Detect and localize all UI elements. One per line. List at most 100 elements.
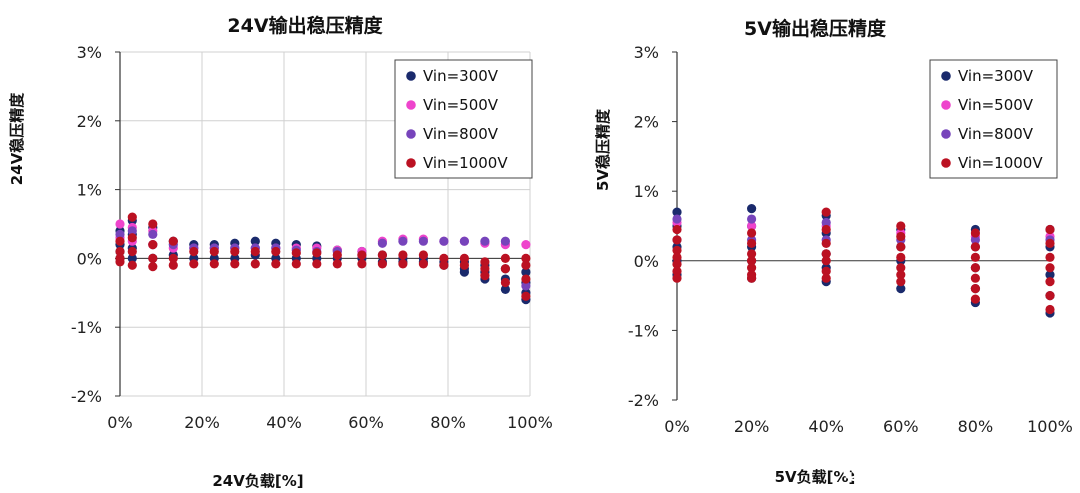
data-point (127, 260, 137, 270)
data-point (312, 259, 322, 269)
data-point (148, 240, 158, 250)
data-point (896, 284, 906, 294)
y-tick-label: -1% (628, 321, 659, 340)
data-point (1045, 291, 1055, 301)
data-point (418, 259, 428, 269)
data-point (418, 250, 428, 260)
data-point (970, 235, 981, 245)
data-point (970, 242, 981, 252)
data-point (896, 231, 906, 242)
data-point (398, 250, 408, 260)
y-tick-label: -2% (71, 387, 102, 406)
data-point (332, 259, 342, 269)
data-point (480, 257, 490, 267)
y-tick-label: 3% (634, 43, 659, 62)
data-point (127, 253, 137, 263)
legend-label: Vin=800V (423, 125, 499, 143)
data-point (1045, 238, 1055, 248)
legend-label: Vin=500V (958, 96, 1034, 114)
data-point (332, 250, 342, 260)
data-point (398, 259, 408, 269)
legend-marker (406, 129, 416, 139)
data-point (521, 253, 531, 263)
legend-marker (941, 129, 951, 139)
x-tick-label: 100% (507, 413, 553, 432)
data-point (377, 238, 387, 248)
data-point (189, 246, 199, 257)
y-tick-label: 1% (634, 182, 659, 201)
data-point (747, 249, 757, 259)
legend-marker (941, 71, 951, 81)
data-point (209, 259, 219, 269)
y-tick-label: 3% (77, 43, 102, 62)
data-point (500, 236, 510, 246)
chart-5v: 5V输出稳压精度 5V稳压精度 5V负载[%] -2% -1% 0% 1% 2% 3% 0… (594, 17, 1073, 486)
x-tick-label: 20% (734, 417, 770, 436)
data-point (148, 219, 158, 229)
x-axis-label: 24V负载[%] (212, 472, 303, 490)
chart-title: 24V输出稳压精度 (227, 14, 383, 37)
legend-label: Vin=800V (958, 125, 1034, 143)
data-point (747, 214, 757, 224)
data-point (418, 236, 428, 246)
legend: Vin=300V Vin=500V Vin=800V Vin=1000V (929, 59, 1058, 179)
data-point (189, 259, 199, 269)
data-point (439, 236, 449, 246)
watermark: 搜狐号@电子工程世界 (842, 456, 1035, 482)
data-point (747, 238, 757, 248)
data-point (970, 273, 981, 283)
data-point (271, 259, 281, 269)
data-point (672, 207, 682, 217)
y-axis-label: 5V稳压精度 (594, 108, 612, 191)
data-point (250, 259, 260, 269)
data-point (291, 259, 301, 269)
y-tick-label: 2% (77, 112, 102, 131)
watermark-text: 搜狐号@电子工程世界 (845, 458, 1035, 481)
data-points (672, 204, 1055, 318)
data-point (1045, 263, 1055, 273)
sohu-logo-icon (842, 456, 868, 482)
legend-label: Vin=1000V (958, 154, 1043, 172)
data-point (821, 207, 831, 217)
data-point (115, 219, 125, 229)
x-tick-label: 40% (808, 417, 844, 436)
data-point (521, 260, 531, 270)
legend-marker (406, 71, 416, 81)
data-point (439, 253, 449, 263)
data-point (480, 264, 490, 274)
data-point (970, 252, 981, 262)
data-point (357, 250, 367, 260)
data-point (521, 291, 531, 301)
y-tick-label: 0% (77, 249, 102, 268)
data-point (672, 252, 682, 262)
data-point (521, 281, 531, 291)
x-tick-labels: 0% 20% 40% 60% 80% 100% (664, 417, 1073, 436)
data-point (115, 236, 125, 246)
data-point (209, 246, 219, 257)
data-point (500, 277, 510, 288)
data-point (148, 262, 158, 272)
data-point (970, 294, 981, 304)
data-point (821, 217, 831, 228)
y-tick-labels: -2% -1% 0% 1% 2% 3% (628, 43, 659, 410)
data-point (1045, 277, 1055, 287)
x-tick-labels: 0% 20% 40% 60% 80% 100% (107, 413, 553, 432)
data-point (521, 267, 531, 277)
data-point (672, 224, 682, 235)
data-point (500, 284, 510, 294)
data-point (127, 212, 137, 222)
data-point (115, 229, 125, 239)
chart-title: 5V输出稳压精度 (744, 17, 887, 40)
x-tick-label: 60% (348, 413, 384, 432)
data-point (377, 250, 387, 260)
data-point (747, 273, 757, 283)
data-point (1045, 224, 1055, 235)
legend-box (394, 59, 533, 179)
data-point (747, 228, 757, 238)
data-point (821, 256, 831, 266)
data-point (459, 260, 469, 270)
x-tick-label: 60% (883, 417, 919, 436)
data-point (168, 236, 178, 246)
data-point (168, 253, 178, 263)
